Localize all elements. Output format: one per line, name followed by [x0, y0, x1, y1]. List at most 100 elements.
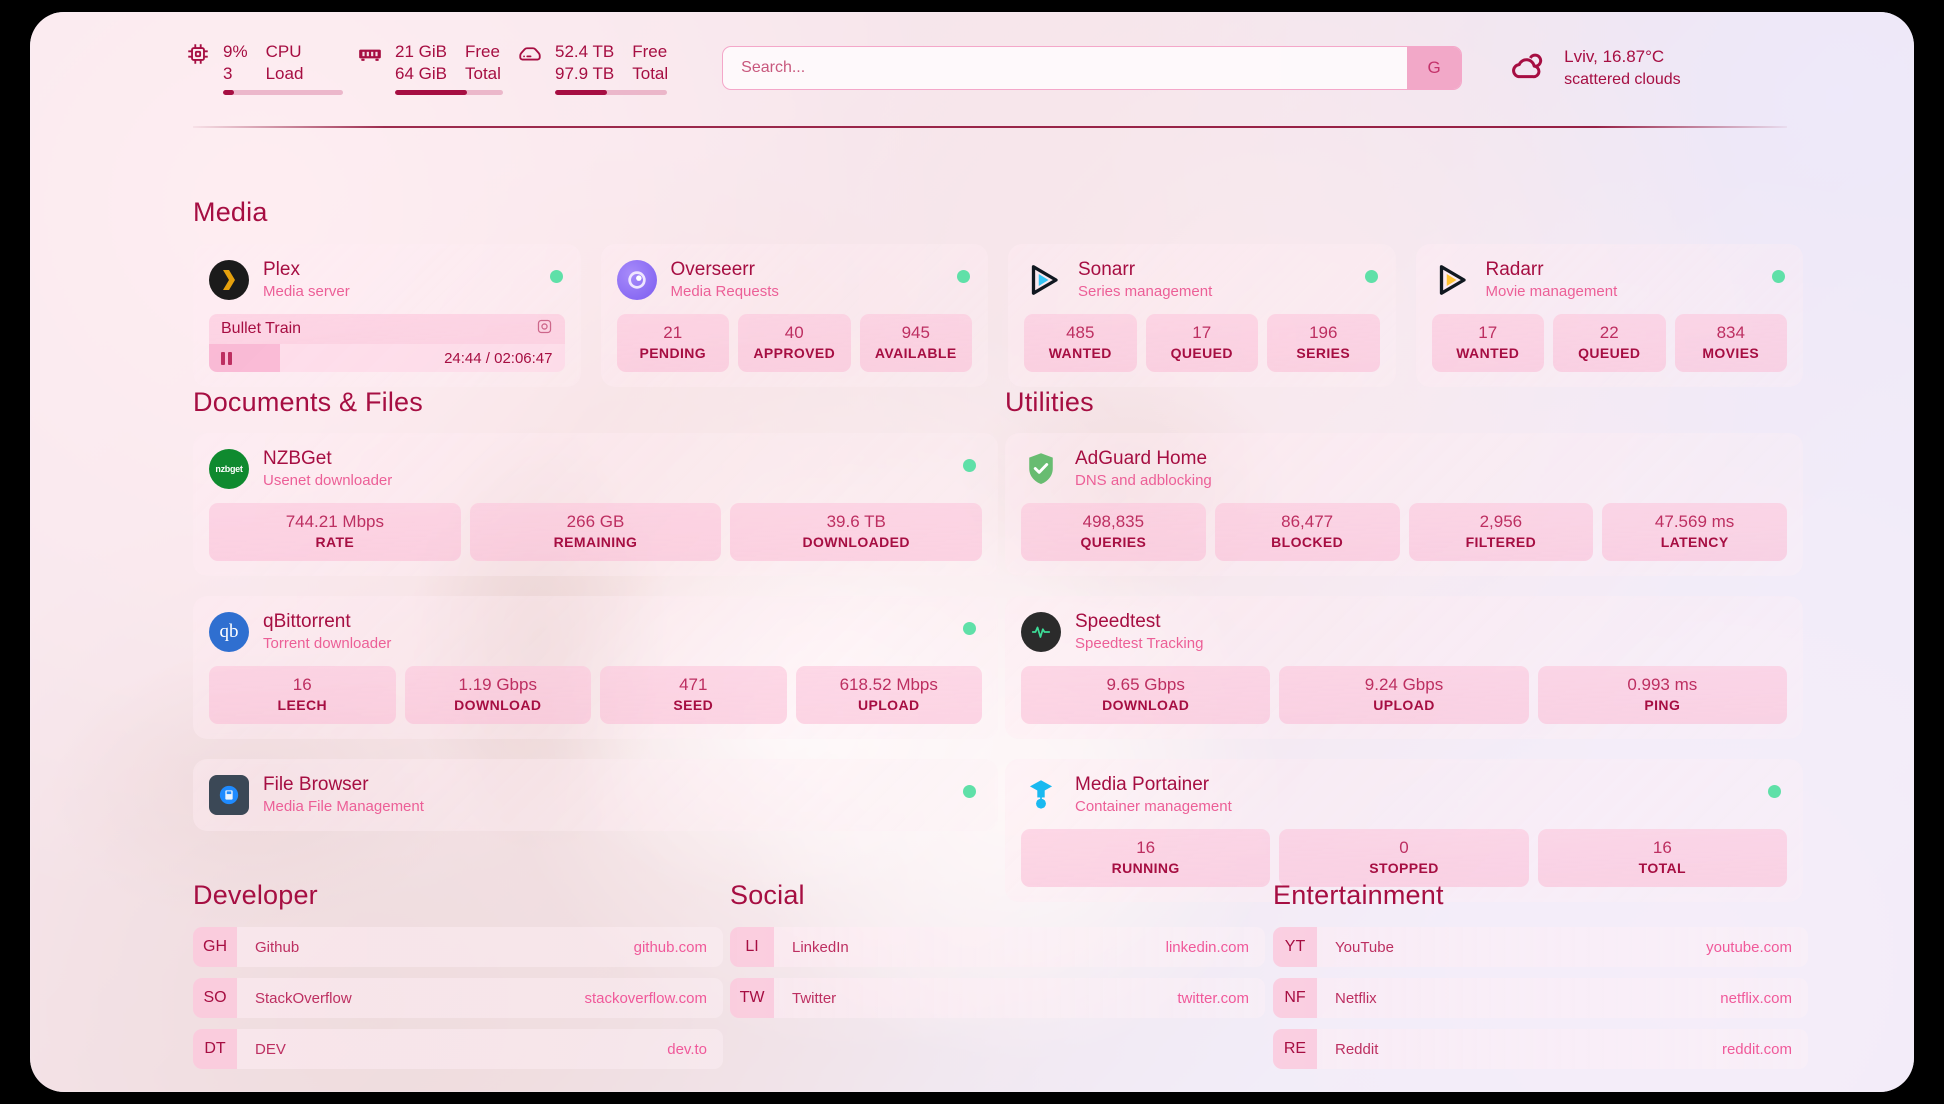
memory-value-2: 64 GiB [395, 64, 447, 83]
disk-value-2: 97.9 TB [555, 64, 615, 83]
app-name: Media Portainer [1075, 774, 1210, 795]
stat-label: AVAILABLE [874, 345, 957, 361]
card-nzbget[interactable]: nzbget NZBGet Usenet downloader 744.21 M… [193, 433, 998, 576]
stat-value: 744.21 Mbps [285, 512, 384, 531]
disk-icon [517, 41, 543, 67]
bookmark-name: Twitter [792, 989, 837, 1007]
pause-icon[interactable] [221, 352, 232, 365]
stat-box: 0 STOPPED [1279, 829, 1529, 887]
stat-box: 21 PENDING [616, 314, 729, 372]
card-file-browser[interactable]: File Browser Media File Management [193, 759, 998, 831]
bookmark-abbr: LI [730, 927, 774, 967]
entertainment-section: Entertainment YT YouTube youtube.com NF … [1273, 880, 1808, 1080]
dashboard-window: 9% 3 CPU Load [30, 12, 1914, 1092]
stat-label: WANTED [1456, 345, 1520, 361]
bookmark-name: LinkedIn [792, 938, 849, 956]
stat-label: STOPPED [1369, 860, 1439, 876]
card-plex[interactable]: Plex Media server Bullet Train [193, 244, 581, 387]
filebrowser-icon [209, 775, 249, 815]
stat-label: BLOCKED [1271, 534, 1344, 550]
stat-box: 266 GB REMAINING [469, 503, 722, 561]
app-subtitle: Container management [1075, 798, 1232, 815]
memory-value-1: 21 GiB [395, 42, 447, 61]
stat-value: 1.19 Gbps [458, 675, 537, 694]
list-item[interactable]: GH Github github.com [193, 927, 723, 967]
app-name: Speedtest [1075, 611, 1161, 632]
card-sonarr[interactable]: Sonarr Series management 485 WANTED 17 Q… [1008, 244, 1396, 387]
stat-label: DOWNLOADED [802, 534, 910, 550]
developer-section: Developer GH Github github.com SO StackO… [193, 880, 723, 1080]
bookmark-name: Github [255, 938, 300, 956]
disk-stat: 52.4 TB 97.9 TB Free Total [517, 41, 668, 95]
list-item[interactable]: LI LinkedIn linkedin.com [730, 927, 1265, 967]
memory-label-1: Free [464, 42, 500, 61]
stat-label: UPLOAD [857, 697, 920, 713]
app-subtitle: Media Requests [670, 283, 779, 300]
stat-box: 834 MOVIES [1674, 314, 1787, 372]
list-item[interactable]: TW Twitter twitter.com [730, 978, 1265, 1018]
google-search-button[interactable]: G [1407, 47, 1462, 89]
now-playing-title: Bullet Train [221, 320, 302, 337]
stat-label: APPROVED [753, 345, 836, 361]
card-media-portainer[interactable]: Media Portainer Container management 16 … [1005, 759, 1803, 902]
portainer-icon [1021, 775, 1061, 815]
stat-label: RATE [315, 534, 355, 550]
stat-value: 834 [1716, 323, 1745, 342]
stat-label: MOVIES [1702, 345, 1760, 361]
now-playing-time: 24:44 / 02:06:47 [444, 349, 553, 367]
list-item[interactable]: DT DEV dev.to [193, 1029, 723, 1069]
cast-icon[interactable] [536, 318, 553, 340]
status-indicator-online [1364, 270, 1378, 283]
cloud-icon [1508, 46, 1548, 91]
app-name: File Browser [263, 774, 369, 795]
list-item[interactable]: YT YouTube youtube.com [1273, 927, 1808, 967]
stat-box: 945 AVAILABLE [859, 314, 972, 372]
card-radarr[interactable]: Radarr Movie management 17 WANTED 22 QUE… [1415, 244, 1803, 387]
weather-widget: Lviv, 16.87°C scattered clouds [1508, 45, 1681, 91]
stat-value: 9.24 Gbps [1364, 675, 1444, 694]
search-bar[interactable]: G [722, 46, 1463, 90]
stat-box: 2,956 FILTERED [1408, 503, 1594, 561]
media-section: Media Plex Media server [193, 197, 1803, 387]
disk-label-1: Free [632, 42, 668, 61]
stat-value: 16 [1652, 838, 1672, 857]
stat-label: FILTERED [1465, 534, 1537, 550]
sonarr-icon [1024, 260, 1064, 300]
stat-label: RUNNING [1111, 860, 1180, 876]
list-item[interactable]: NF Netflix netflix.com [1273, 978, 1808, 1018]
social-section-title: Social [730, 880, 805, 910]
utilities-section-title: Utilities [1005, 387, 1094, 417]
status-indicator-online [963, 622, 976, 635]
stat-value: 0 [1399, 838, 1409, 857]
card-adguard-home[interactable]: AdGuard Home DNS and adblocking 498,835 … [1005, 433, 1803, 576]
stat-box: 9.24 Gbps UPLOAD [1279, 666, 1529, 724]
bookmark-url: github.com [633, 938, 707, 956]
card-qbittorrent[interactable]: qb qBittorrent Torrent downloader 16 LEE… [193, 596, 998, 739]
qbittorrent-icon: qb [209, 612, 249, 652]
stat-value: 86,477 [1281, 512, 1334, 531]
weather-location-temp: Lviv, 16.87°C [1564, 47, 1665, 66]
bookmark-url: twitter.com [1177, 989, 1249, 1007]
stat-box: 498,835 QUERIES [1021, 503, 1206, 561]
app-name: Plex [263, 259, 300, 280]
header-divider [193, 126, 1787, 128]
stat-box: 39.6 TB DOWNLOADED [730, 503, 983, 561]
bookmark-abbr: TW [730, 978, 774, 1018]
bookmark-name: YouTube [1335, 938, 1394, 956]
list-item[interactable]: RE Reddit reddit.com [1273, 1029, 1808, 1069]
disk-value-1: 52.4 TB [555, 42, 615, 61]
card-speedtest[interactable]: Speedtest Speedtest Tracking 9.65 Gbps D… [1005, 596, 1803, 739]
stat-label: SERIES [1296, 345, 1351, 361]
bookmark-abbr: YT [1273, 927, 1317, 967]
stat-box: 1.19 Gbps DOWNLOAD [404, 666, 591, 724]
card-overseerr[interactable]: Overseerr Media Requests 21 PENDING 40 A… [600, 244, 988, 387]
stat-value: 2,956 [1479, 512, 1523, 531]
cpu-value-1: 9% [223, 42, 248, 61]
list-item[interactable]: SO StackOverflow stackoverflow.com [193, 978, 723, 1018]
stat-box: 16 LEECH [209, 666, 396, 724]
stat-box: 17 QUEUED [1145, 314, 1258, 372]
stat-box: 9.65 Gbps DOWNLOAD [1021, 666, 1271, 724]
now-playing-progress[interactable]: 24:44 / 02:06:47 [209, 344, 565, 372]
app-name: AdGuard Home [1075, 448, 1208, 469]
search-input[interactable] [723, 47, 1408, 89]
